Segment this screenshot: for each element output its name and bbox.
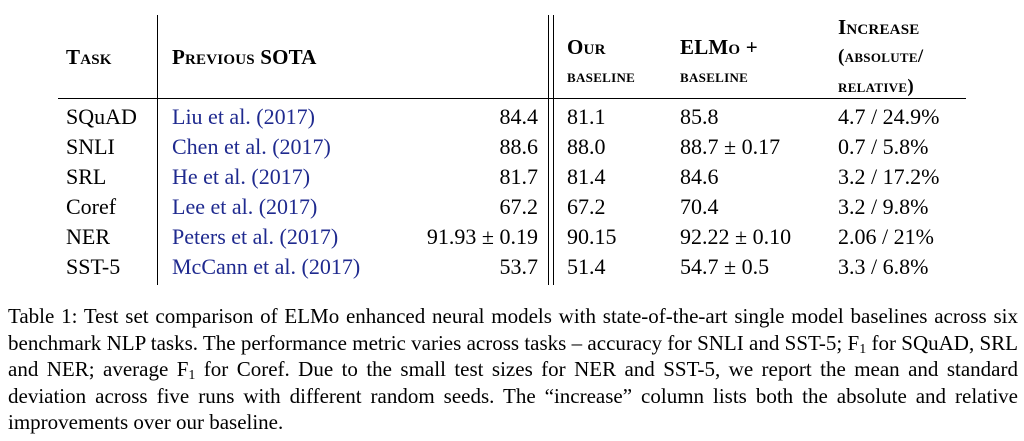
citation-link[interactable]: McCann et al. (2017) bbox=[172, 254, 361, 279]
elmo-value: 85.8 bbox=[680, 104, 719, 129]
sota-value: 53.7 bbox=[499, 254, 539, 279]
header-our-baseline-line2: baseline bbox=[567, 66, 636, 87]
header-elmo-line1: ELMo + bbox=[680, 35, 758, 59]
citation-link[interactable]: Chen et al. (2017) bbox=[172, 134, 331, 159]
sota-value: 88.6 bbox=[499, 134, 539, 159]
sota-value: 91.93 ± 0.19 bbox=[426, 224, 538, 249]
header-elmo-line2: baseline bbox=[680, 66, 749, 87]
header-increase-line2: (absolute/ bbox=[838, 46, 924, 67]
increase-value: 3.2 / 9.8% bbox=[838, 194, 929, 219]
caption-text-part2: for SQuAD, SRL and NER; average F bbox=[8, 330, 1018, 382]
elmo-value: 92.22 ± 0.10 bbox=[680, 224, 792, 249]
caption-text-part3: for Coref. Due to the small test sizes f… bbox=[8, 357, 1018, 434]
table-row: Coref Lee et al. (2017) 67.2 67.2 70.4 3… bbox=[0, 194, 1024, 224]
increase-value: 0.7 / 5.8% bbox=[838, 134, 929, 159]
increase-value: 3.2 / 17.2% bbox=[838, 164, 940, 189]
citation-link[interactable]: Peters et al. (2017) bbox=[172, 224, 339, 249]
header-previous-sota: Previous SOTA bbox=[172, 45, 317, 69]
elmo-value: 88.7 ± 0.17 bbox=[680, 134, 781, 159]
caption-subscript-2: 1 bbox=[188, 368, 196, 383]
caption-text-part1: Table 1: Test set comparison of ELMo enh… bbox=[8, 304, 1018, 355]
elmo-value: 84.6 bbox=[680, 164, 719, 189]
double-rule-right bbox=[553, 15, 554, 285]
task-cell: SNLI bbox=[66, 134, 115, 159]
table-caption: Table 1: Test set comparison of ELMo enh… bbox=[8, 303, 1018, 436]
task-cell: NER bbox=[66, 224, 110, 249]
citation-link[interactable]: He et al. (2017) bbox=[172, 164, 311, 189]
baseline-value: 81.4 bbox=[567, 164, 606, 189]
header-our-baseline-line1: Our bbox=[567, 35, 606, 59]
header-increase-line3: relative) bbox=[838, 76, 914, 97]
table-row: SNLI Chen et al. (2017) 88.6 88.0 88.7 ±… bbox=[0, 134, 1024, 164]
task-cell: SRL bbox=[66, 164, 107, 189]
increase-value: 3.3 / 6.8% bbox=[838, 254, 929, 279]
citation-link[interactable]: Liu et al. (2017) bbox=[172, 104, 315, 129]
double-rule-left bbox=[548, 15, 549, 285]
increase-value: 2.06 / 21% bbox=[838, 224, 934, 249]
increase-value: 4.7 / 24.9% bbox=[838, 104, 940, 129]
sota-value: 84.4 bbox=[499, 104, 539, 129]
baseline-value: 67.2 bbox=[567, 194, 606, 219]
sota-value: 67.2 bbox=[499, 194, 539, 219]
table-row: SQuAD Liu et al. (2017) 84.4 81.1 85.8 4… bbox=[0, 104, 1024, 134]
task-cell: SST-5 bbox=[66, 254, 121, 279]
header-task: Task bbox=[66, 45, 112, 69]
task-cell: SQuAD bbox=[66, 104, 137, 129]
table-row: SRL He et al. (2017) 81.7 81.4 84.6 3.2 … bbox=[0, 164, 1024, 194]
citation-link[interactable]: Lee et al. (2017) bbox=[172, 194, 318, 219]
baseline-value: 90.15 bbox=[567, 224, 617, 249]
header-increase-line1: Increase bbox=[838, 15, 920, 39]
results-table: Task Previous SOTA Our baseline ELMo + b… bbox=[0, 15, 1024, 285]
task-column-rule bbox=[157, 15, 158, 285]
baseline-value: 88.0 bbox=[567, 134, 606, 159]
baseline-value: 81.1 bbox=[567, 104, 606, 129]
elmo-value: 70.4 bbox=[680, 194, 719, 219]
task-cell: Coref bbox=[66, 194, 117, 219]
caption-subscript-1: 1 bbox=[859, 341, 867, 357]
baseline-value: 51.4 bbox=[567, 254, 606, 279]
elmo-value: 54.7 ± 0.5 bbox=[680, 254, 770, 279]
sota-value: 81.7 bbox=[499, 164, 539, 189]
header-rule bbox=[58, 98, 966, 99]
table-row: SST-5 McCann et al. (2017) 53.7 51.4 54.… bbox=[0, 254, 1024, 284]
table-row: NER Peters et al. (2017) 91.93 ± 0.19 90… bbox=[0, 224, 1024, 254]
